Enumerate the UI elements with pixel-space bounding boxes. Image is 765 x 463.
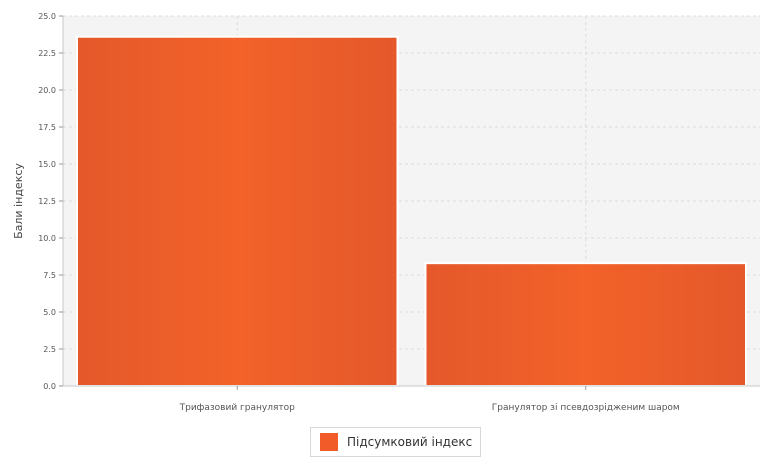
bar <box>76 35 399 387</box>
y-tick-label: 12.5 <box>38 197 56 206</box>
y-tick-label: 2.5 <box>43 345 56 354</box>
legend-swatch <box>319 432 339 452</box>
bar <box>424 262 747 387</box>
y-tick-label: 15.0 <box>38 160 56 169</box>
y-tick-label: 22.5 <box>38 49 56 58</box>
legend: Підсумковий індекс <box>310 427 482 457</box>
y-axis-title: Бали індексу <box>12 163 25 239</box>
x-tick-label: Трифазовий гранулятор <box>179 403 296 413</box>
x-axis-ticks: Трифазовий гранулятор Гранулятор зі псевд… <box>179 386 680 413</box>
y-tick-label: 0.0 <box>43 382 56 391</box>
x-tick-label: Гранулятор зі псевдозрідженим шаром <box>492 403 680 413</box>
y-tick-label: 20.0 <box>38 86 56 95</box>
y-tick-label: 17.5 <box>38 123 56 132</box>
legend-label: Підсумковий індекс <box>347 435 473 449</box>
y-tick-label: 25.0 <box>38 12 56 21</box>
y-tick-label: 10.0 <box>38 234 56 243</box>
bars <box>76 35 747 387</box>
y-tick-label: 5.0 <box>43 308 56 317</box>
y-axis-ticks: 0.0 2.5 5.0 7.5 10.0 12.5 15.0 17.5 20.0 22.5 25.0 <box>38 12 63 391</box>
y-tick-label: 7.5 <box>43 271 56 280</box>
